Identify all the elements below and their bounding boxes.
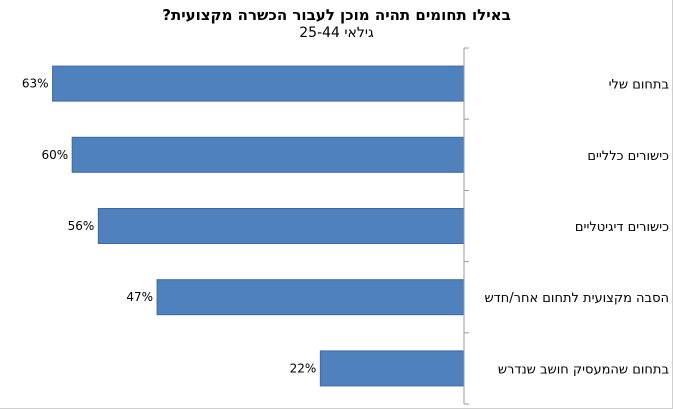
category-label-4: הסבה מקצועית לתחום אחר/חדש (484, 291, 669, 306)
category-label-1: בתחום שלי (609, 78, 669, 93)
bar-1 (52, 65, 465, 102)
chart-title: באילו תחומים תהיה מוכן לעבור הכשרה מקצוע… (162, 6, 511, 24)
bar-5 (319, 350, 465, 387)
category-label-3: כישורים דיגיטליים (575, 220, 669, 235)
bar-2 (71, 136, 465, 173)
chart-subtitle: גילאי 25-44 (299, 25, 374, 41)
value-label-5: 22% (290, 361, 317, 375)
category-label-5: בתחום שהמעסיק חושב שנדרש (498, 362, 669, 377)
value-label-3: 56% (68, 219, 95, 233)
bar-4 (156, 279, 465, 316)
value-label-1: 63% (22, 77, 49, 91)
bar-3 (97, 208, 465, 244)
value-label-4: 47% (126, 290, 153, 304)
value-label-2: 60% (42, 148, 69, 162)
category-label-2: כישורים כלליים (587, 149, 669, 164)
